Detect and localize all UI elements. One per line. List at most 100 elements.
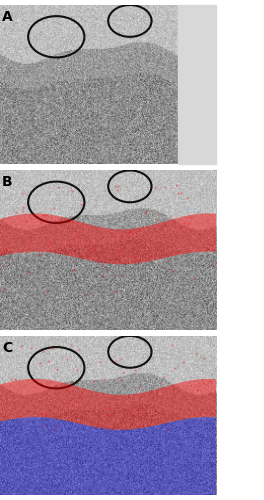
Point — [56, 248, 61, 256]
Point — [18, 248, 23, 256]
Point — [13, 376, 17, 384]
Point — [163, 221, 167, 229]
Text: A: A — [2, 10, 13, 24]
Point — [182, 220, 186, 228]
Point — [198, 408, 202, 416]
Point — [153, 183, 157, 191]
Point — [133, 366, 137, 374]
Point — [119, 376, 123, 384]
Point — [129, 408, 133, 416]
Point — [126, 229, 130, 237]
Point — [169, 249, 173, 257]
Point — [70, 187, 74, 195]
Point — [194, 350, 198, 358]
Point — [179, 188, 183, 196]
Point — [105, 412, 109, 420]
Text: SC: SC — [202, 29, 213, 38]
Point — [39, 410, 43, 418]
Point — [27, 268, 32, 276]
Point — [4, 245, 8, 253]
Text: D: D — [202, 116, 208, 125]
Point — [43, 383, 47, 391]
Point — [176, 190, 181, 198]
Point — [48, 238, 52, 246]
Point — [153, 214, 158, 222]
Point — [41, 211, 45, 219]
Point — [83, 290, 87, 298]
Text: C: C — [2, 340, 12, 354]
Point — [128, 228, 133, 236]
Point — [4, 399, 8, 407]
Point — [116, 182, 120, 190]
Point — [2, 285, 6, 293]
Point — [116, 251, 120, 259]
Point — [18, 414, 23, 422]
Point — [169, 212, 173, 220]
Point — [21, 208, 25, 216]
Point — [39, 220, 43, 228]
Point — [99, 258, 103, 266]
Point — [72, 266, 76, 274]
Point — [185, 194, 189, 202]
Point — [27, 238, 32, 246]
Point — [158, 379, 162, 387]
Point — [65, 387, 70, 395]
Point — [155, 210, 159, 218]
Point — [162, 373, 166, 381]
Point — [79, 200, 83, 208]
Point — [51, 344, 55, 352]
Point — [67, 240, 71, 248]
Point — [171, 267, 175, 275]
Point — [92, 404, 96, 412]
Point — [169, 341, 174, 349]
Point — [65, 355, 69, 363]
Point — [130, 419, 134, 427]
Point — [195, 386, 199, 394]
Point — [163, 183, 167, 191]
Point — [120, 272, 124, 280]
Point — [184, 234, 188, 242]
Polygon shape — [0, 417, 216, 495]
Point — [181, 358, 185, 366]
Point — [178, 222, 182, 230]
Point — [70, 401, 74, 409]
Point — [188, 213, 193, 221]
Point — [115, 400, 119, 407]
Point — [14, 208, 18, 216]
Point — [69, 341, 73, 349]
Point — [132, 254, 136, 262]
Point — [41, 422, 46, 430]
Point — [101, 270, 106, 278]
Point — [143, 208, 147, 216]
Point — [100, 272, 104, 280]
Point — [208, 377, 213, 385]
Point — [45, 242, 50, 250]
Point — [99, 422, 103, 430]
Point — [205, 244, 209, 252]
Point — [178, 405, 182, 413]
Polygon shape — [0, 379, 216, 430]
Point — [211, 262, 215, 270]
Point — [41, 346, 45, 354]
Point — [47, 357, 51, 365]
Point — [86, 241, 90, 249]
Point — [152, 394, 156, 402]
Point — [117, 244, 122, 252]
Point — [166, 257, 170, 265]
Point — [37, 251, 41, 259]
Point — [115, 186, 119, 194]
Point — [29, 344, 33, 352]
Point — [29, 396, 33, 404]
Polygon shape — [0, 214, 216, 264]
Point — [137, 383, 141, 391]
Point — [165, 425, 169, 433]
Point — [38, 359, 43, 367]
Point — [192, 410, 196, 418]
Point — [56, 420, 60, 428]
Point — [101, 374, 106, 382]
Point — [92, 377, 96, 385]
Point — [100, 262, 104, 270]
Point — [20, 189, 24, 197]
Point — [76, 233, 80, 241]
Point — [23, 218, 28, 226]
